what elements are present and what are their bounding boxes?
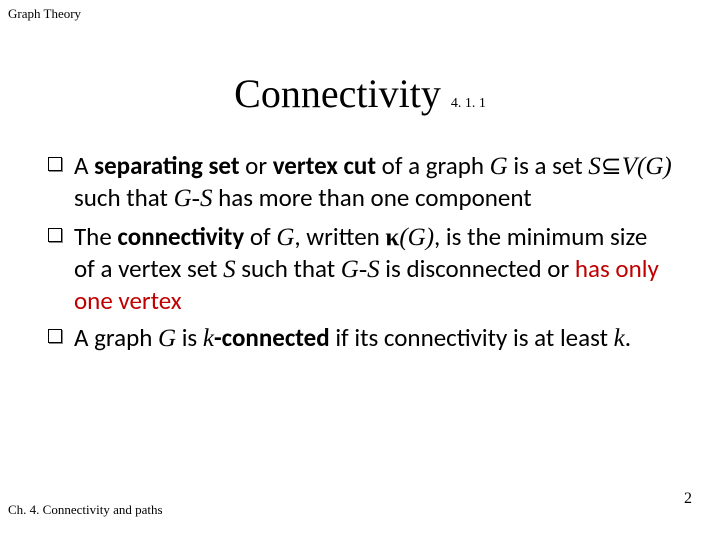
bullet-text: A graph G is k-connected if its connecti… [74,322,672,354]
slide-title-sub: 4. 1. 1 [451,96,486,111]
header-label: Graph Theory [8,6,81,22]
bullet-item: The connectivity of G, written κ(G), is … [48,221,672,317]
bullet-square-icon [48,329,62,343]
title-region: Connectivity 4. 1. 1 [0,70,720,117]
bullet-square-icon [48,157,62,171]
footer-chapter: Ch. 4. Connectivity and paths [8,502,163,518]
bullet-square-icon [48,228,62,242]
slide-title: Connectivity [234,71,441,116]
body-region: A separating set or vertex cut of a grap… [48,150,672,361]
bullet-item: A separating set or vertex cut of a grap… [48,150,672,215]
slide: Graph Theory Connectivity 4. 1. 1 A sepa… [0,0,720,540]
bullet-text: A separating set or vertex cut of a grap… [74,150,672,215]
bullet-text: The connectivity of G, written κ(G), is … [74,221,672,317]
page-number: 2 [684,490,692,508]
bullet-item: A graph G is k-connected if its connecti… [48,322,672,354]
